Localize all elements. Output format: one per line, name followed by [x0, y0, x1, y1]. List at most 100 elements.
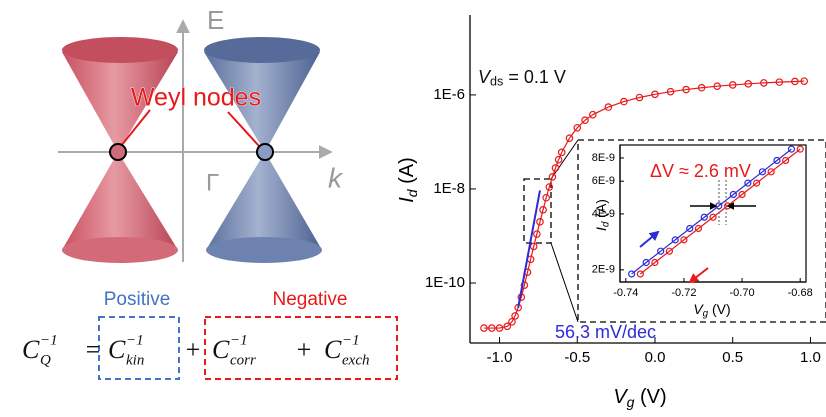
- x-tick-label: -0.72: [671, 287, 696, 299]
- data-point: [773, 156, 781, 165]
- data-point: [729, 190, 737, 199]
- axis-symbol: V: [613, 386, 628, 408]
- data-point: [657, 247, 665, 255]
- data-point: [787, 145, 796, 153]
- data-point: [628, 270, 636, 278]
- eq-sup: −1: [342, 332, 360, 348]
- data-point: [539, 206, 547, 214]
- y-tick-label: 1E-6: [433, 86, 465, 103]
- weyl-node: [256, 143, 274, 161]
- data-point: [760, 79, 768, 87]
- eq-operator: =: [84, 335, 102, 364]
- x-tick-label: 1.0: [800, 349, 821, 366]
- data-point: [533, 230, 541, 238]
- inset-arrow: [639, 230, 660, 248]
- data-point: [635, 93, 644, 102]
- weyl-diagram: E Γ k Weyl nodes Positive Negative: [58, 5, 398, 380]
- data-point: [508, 317, 516, 326]
- annotation-sub: ds: [490, 75, 503, 89]
- data-point: [744, 80, 753, 88]
- annotation: Vds = 0.1 V: [478, 67, 566, 89]
- data-point: [589, 110, 597, 119]
- axis-unit: (A): [396, 157, 418, 189]
- eq-sup: −1: [126, 332, 144, 348]
- data-point: [758, 168, 767, 176]
- data-point: [800, 77, 809, 85]
- x-tick-label: -1.0: [487, 349, 513, 366]
- data-point: [520, 281, 529, 289]
- data-point: [744, 179, 752, 187]
- cone-top: [62, 37, 178, 63]
- momentum-label: k: [328, 162, 344, 193]
- data-point: [791, 77, 799, 86]
- x-tick-label: 0.0: [645, 349, 666, 366]
- callout-label: Weyl nodes: [131, 84, 261, 112]
- axis-label: Vg (V): [613, 386, 666, 409]
- data-point: [542, 193, 550, 202]
- inset-arrow: [688, 267, 709, 284]
- y-tick-label: 8E-9: [592, 152, 615, 164]
- zoom-frame: [577, 139, 826, 323]
- x-tick-label: -0.68: [788, 287, 813, 299]
- data-point: [651, 258, 659, 267]
- eq-sub: Q: [40, 352, 51, 368]
- data-point: [665, 247, 674, 255]
- data-point: [680, 236, 688, 244]
- group-label: Positive: [104, 289, 171, 310]
- annotation: 56.3 mV/dec: [555, 322, 656, 342]
- y-tick-label: 4E-9: [592, 208, 615, 220]
- data-point: [551, 164, 560, 172]
- data-point: [775, 78, 784, 86]
- callout-line: [120, 109, 151, 147]
- gamma-label: Γ: [206, 169, 219, 196]
- cone-bottom: [62, 237, 178, 263]
- data-point: [642, 258, 650, 267]
- x-tick-label: -0.70: [730, 287, 755, 299]
- data-point: [557, 148, 566, 157]
- charts: -1.0 -0.5 0.0 0.5 1.0 1E-10 1E-8 1E-6 Vg (V) Id (…: [396, 15, 826, 410]
- data-point: [495, 324, 504, 332]
- axis-unit: (V): [708, 301, 731, 317]
- data-point: [697, 83, 706, 92]
- data-point: [713, 82, 721, 91]
- data-point: [671, 236, 679, 244]
- axis-symbol: I: [593, 227, 609, 231]
- zoom-region: [523, 178, 552, 244]
- cone: [62, 52, 178, 152]
- y-tick-label: 1E-10: [425, 274, 465, 291]
- energy-label: E: [207, 5, 224, 35]
- zoom-connector: [550, 242, 579, 323]
- eq-base: C: [212, 335, 230, 364]
- data-point: [682, 85, 690, 94]
- cone: [206, 152, 322, 250]
- x-tick-label: -0.74: [613, 287, 638, 299]
- data-point: [511, 312, 519, 320]
- cone-bottom: [206, 237, 322, 263]
- data-point: [651, 90, 659, 99]
- callout-line: [227, 111, 260, 147]
- axis-sub: g: [627, 394, 635, 410]
- y-tick-label: 2E-9: [592, 264, 615, 276]
- eq-sub: exch: [342, 352, 369, 368]
- axis-label: Id (A): [593, 199, 611, 231]
- group-label: Negative: [273, 289, 348, 310]
- data-point: [487, 324, 496, 332]
- data-point: [796, 145, 804, 153]
- eq-sub: kin: [126, 352, 144, 368]
- data-point: [752, 179, 761, 187]
- x-tick-label: 0.5: [722, 349, 743, 366]
- data-point: [709, 213, 717, 221]
- eq-base: C: [108, 335, 126, 364]
- axis-unit: (A): [593, 199, 609, 222]
- data-point: [782, 156, 790, 165]
- data-point: [554, 155, 563, 164]
- data-point: [686, 224, 694, 233]
- data-point: [694, 224, 703, 233]
- zoom-connector: [550, 139, 579, 180]
- annotation: ΔV ≈ 2.6 mV: [650, 161, 751, 181]
- negative-box: [204, 316, 398, 380]
- data-point: [565, 134, 574, 143]
- eq-sup: −1: [230, 332, 248, 348]
